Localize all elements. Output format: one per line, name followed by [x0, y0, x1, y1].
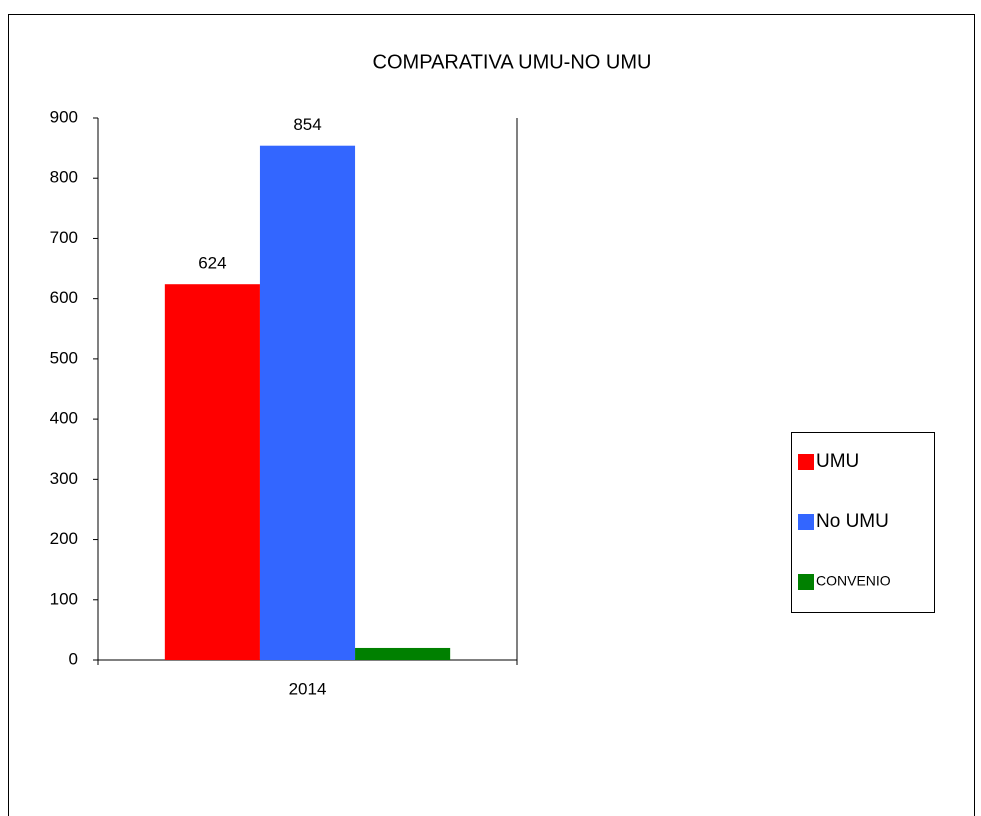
y-tick-label: 100	[50, 589, 78, 608]
bar	[164, 284, 260, 660]
legend-swatch	[798, 574, 814, 590]
chart-border	[8, 14, 975, 816]
x-tick-label: 2014	[289, 679, 327, 698]
legend-label: No UMU	[816, 511, 889, 532]
y-tick-label: 700	[50, 228, 78, 247]
y-tick-label: 600	[50, 288, 78, 307]
bar	[259, 145, 356, 661]
y-tick-label: 500	[50, 348, 78, 367]
legend-box	[791, 432, 935, 613]
data-label: 854	[293, 115, 321, 134]
y-tick-label: 0	[69, 649, 78, 668]
y-tick-label: 200	[50, 529, 78, 548]
legend-swatch	[798, 454, 814, 470]
chart-title: COMPARATIVA UMU-NO UMU	[373, 51, 652, 73]
bar	[355, 647, 451, 660]
y-tick-label: 900	[50, 107, 78, 126]
y-tick-label: 300	[50, 469, 78, 488]
legend-label: CONVENIO	[816, 573, 891, 589]
y-tick-label: 800	[50, 168, 78, 187]
y-tick-label: 400	[50, 409, 78, 428]
legend-label: UMU	[816, 451, 859, 472]
data-label: 624	[198, 254, 226, 273]
legend-swatch	[798, 514, 814, 530]
